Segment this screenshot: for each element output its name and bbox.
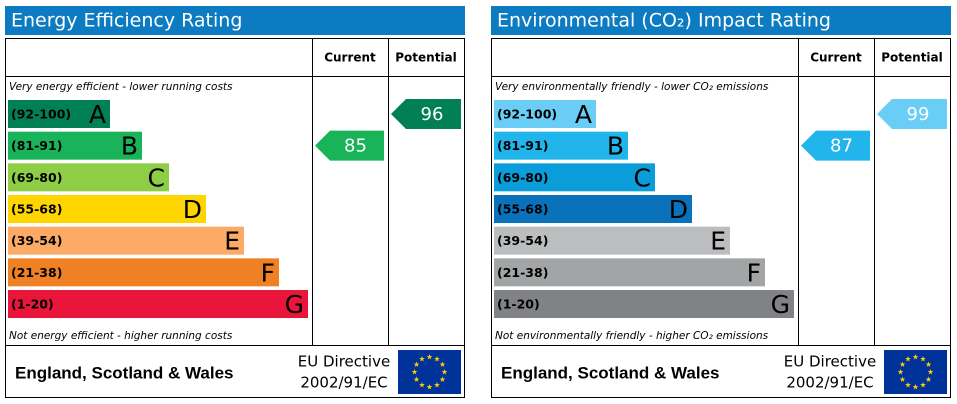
eu-star xyxy=(434,356,440,362)
band-bar xyxy=(494,100,596,128)
rating-arrow xyxy=(315,130,384,161)
bottom-note: Not environmentally friendly - higher CO… xyxy=(495,330,769,342)
band-bar xyxy=(494,258,765,287)
band-range: (1-20) xyxy=(11,297,54,312)
band-range: (55-68) xyxy=(11,202,62,217)
rating-value: 96 xyxy=(421,104,444,125)
rating-value: 99 xyxy=(907,104,930,125)
band-range: (69-80) xyxy=(497,170,548,185)
eu-star xyxy=(411,369,418,375)
band-range: (69-80) xyxy=(11,170,62,185)
eu-star xyxy=(925,361,932,367)
footer-directive: EU Directive xyxy=(298,353,390,371)
band-bar xyxy=(494,226,730,255)
top-note: Very environmentally friendly - lower CO… xyxy=(495,81,769,93)
band-letter: D xyxy=(669,195,688,224)
band-bar xyxy=(8,226,244,255)
band-bar xyxy=(8,195,206,224)
footer-directive: 2002/91/EC xyxy=(786,374,873,392)
band-letter: B xyxy=(121,132,138,161)
eu-star xyxy=(927,369,934,375)
band-bar xyxy=(8,258,279,287)
band-range: (39-54) xyxy=(497,233,548,248)
title-bar xyxy=(5,6,465,35)
band-bar xyxy=(494,131,628,160)
band-range: (92-100) xyxy=(497,107,557,122)
band-range: (1-20) xyxy=(497,297,540,312)
eu-star xyxy=(912,354,919,360)
eu-star xyxy=(413,376,420,382)
eu-star xyxy=(419,356,425,362)
band-letter: F xyxy=(747,258,761,287)
band-range: (21-38) xyxy=(497,265,548,280)
band-letter: C xyxy=(634,163,651,192)
eu-star xyxy=(897,369,904,375)
panel-frame xyxy=(5,38,465,398)
footer-region: England, Scotland & Wales xyxy=(501,363,720,382)
panel-title: Energy Efficiency Rating xyxy=(11,10,242,32)
top-note: Very energy efficient - lower running co… xyxy=(9,81,233,93)
footer-directive: EU Directive xyxy=(784,353,876,371)
eu-star xyxy=(912,384,919,390)
eu-star xyxy=(905,381,911,388)
column-header: Current xyxy=(810,51,862,65)
eu-star xyxy=(920,381,926,388)
eu-star xyxy=(434,381,440,388)
band-range: (81-91) xyxy=(11,138,62,153)
footer-directive: 2002/91/EC xyxy=(300,374,387,392)
eu-star xyxy=(439,361,446,367)
band-range: (21-38) xyxy=(11,265,62,280)
band-bar xyxy=(8,100,110,128)
rating-arrow xyxy=(801,130,870,161)
band-range: (92-100) xyxy=(11,107,71,122)
band-range: (81-91) xyxy=(497,138,548,153)
band-letter: A xyxy=(575,100,592,129)
band-bar xyxy=(8,163,169,192)
band-letter: D xyxy=(183,195,202,224)
bottom-note: Not energy efficient - higher running co… xyxy=(9,330,233,342)
band-letter: G xyxy=(285,290,304,319)
band-letter: C xyxy=(148,163,165,192)
band-letter: F xyxy=(261,258,275,287)
band-letter: B xyxy=(607,132,624,161)
rating-arrow xyxy=(391,99,461,129)
eu-star xyxy=(439,376,446,382)
column-header: Potential xyxy=(881,51,943,65)
eu-star xyxy=(419,381,425,388)
eu-star xyxy=(899,361,906,367)
band-bar xyxy=(494,163,655,192)
band-bar xyxy=(8,290,308,319)
band-letter: E xyxy=(224,227,240,256)
eu-star xyxy=(413,361,420,367)
rating-value: 85 xyxy=(344,136,367,157)
band-letter: E xyxy=(710,227,726,256)
title-bar xyxy=(491,6,951,35)
band-bar xyxy=(494,290,794,319)
footer-region: England, Scotland & Wales xyxy=(15,363,234,382)
eu-star xyxy=(920,356,926,362)
band-bar xyxy=(494,195,692,224)
band-range: (55-68) xyxy=(497,202,548,217)
band-range: (39-54) xyxy=(11,233,62,248)
eu-star xyxy=(441,369,448,375)
eu-star xyxy=(905,356,911,362)
eu-star xyxy=(426,384,433,390)
column-header: Current xyxy=(324,51,376,65)
panel-frame xyxy=(491,38,951,398)
band-letter: G xyxy=(771,290,790,319)
eu-star xyxy=(925,376,932,382)
rating-value: 87 xyxy=(830,136,853,157)
panel-title: Environmental (CO₂) Impact Rating xyxy=(497,10,831,32)
band-letter: A xyxy=(89,100,106,129)
column-header: Potential xyxy=(395,51,457,65)
eu-star xyxy=(426,354,433,360)
band-bar xyxy=(8,131,142,160)
eu-star xyxy=(899,376,906,382)
rating-arrow xyxy=(877,99,947,129)
